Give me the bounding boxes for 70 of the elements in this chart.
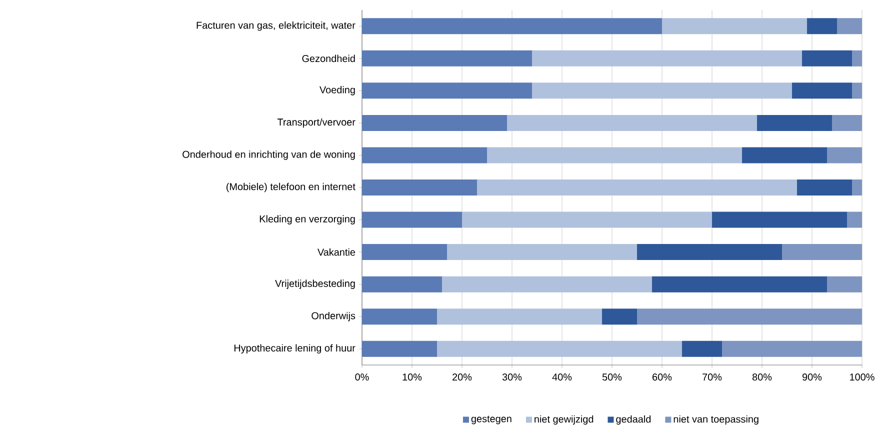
bar bbox=[837, 18, 862, 34]
x-tick-label: 100% bbox=[850, 374, 874, 381]
legend-label: niet gewijzigd bbox=[534, 415, 594, 425]
y-tick-label: Kleding en verzorging bbox=[260, 215, 355, 224]
bar bbox=[602, 308, 638, 325]
x-tick-label: 70% bbox=[702, 374, 722, 381]
bar bbox=[532, 82, 792, 99]
legend-label: gedaald bbox=[616, 415, 651, 425]
bar bbox=[637, 308, 862, 325]
bar bbox=[442, 276, 652, 292]
bar bbox=[437, 340, 682, 357]
bar bbox=[362, 114, 508, 131]
bar bbox=[852, 180, 862, 196]
bar bbox=[532, 50, 802, 66]
y-tick-label: (Mobiele) telefoon en internet bbox=[226, 182, 356, 192]
bar bbox=[362, 18, 662, 34]
y-tick-label: Transport/vervoer bbox=[277, 118, 356, 128]
y-tick-label: Vakantie bbox=[318, 248, 356, 256]
bar bbox=[712, 212, 848, 228]
x-tick-label: 30% bbox=[502, 374, 522, 381]
bar bbox=[487, 147, 742, 164]
bar bbox=[477, 180, 798, 196]
bar bbox=[832, 114, 862, 131]
bar bbox=[362, 212, 462, 228]
x-tick-label: 90% bbox=[802, 374, 822, 381]
legend-label: niet van toepassing bbox=[674, 415, 758, 425]
bar bbox=[662, 18, 808, 34]
bar bbox=[362, 244, 448, 260]
x-tick-label: 0% bbox=[355, 374, 369, 381]
bar bbox=[447, 244, 638, 260]
y-tick-label: Voeding bbox=[320, 86, 355, 96]
x-tick-label: 60% bbox=[652, 374, 672, 381]
bar bbox=[362, 50, 532, 66]
bar bbox=[682, 340, 722, 357]
y-tick-label: Vrijetijdsbesteding bbox=[275, 280, 355, 289]
x-tick-label: 40% bbox=[552, 374, 572, 381]
bar bbox=[802, 50, 852, 66]
bar bbox=[722, 340, 862, 357]
bar bbox=[362, 340, 438, 357]
bar bbox=[852, 50, 862, 66]
bar bbox=[847, 212, 862, 228]
bar bbox=[757, 114, 832, 131]
x-tick-label: 10% bbox=[402, 374, 422, 381]
bar bbox=[362, 276, 442, 292]
bar bbox=[797, 180, 852, 196]
bar bbox=[462, 212, 712, 228]
legend-label: gestegen bbox=[471, 416, 512, 424]
bar bbox=[852, 82, 862, 99]
bar bbox=[437, 308, 602, 325]
bar bbox=[507, 114, 758, 131]
bar bbox=[742, 147, 828, 164]
bar bbox=[362, 308, 438, 325]
x-tick-label: 20% bbox=[452, 374, 472, 381]
bar bbox=[637, 244, 782, 260]
bar bbox=[827, 276, 862, 292]
x-tick-label: 80% bbox=[752, 374, 772, 381]
y-tick-label: Facturen van gas, elektriciteit, water bbox=[196, 21, 356, 31]
x-tick-label: 50% bbox=[602, 374, 622, 381]
y-tick-label: Hypothecaire lening of huur bbox=[234, 344, 356, 354]
bar bbox=[792, 82, 852, 99]
bar bbox=[362, 82, 532, 99]
bar bbox=[807, 18, 838, 34]
y-tick-label: Onderwijs bbox=[312, 312, 356, 322]
bar bbox=[652, 276, 828, 292]
y-tick-label: Onderhoud en inrichting van de woning bbox=[182, 150, 355, 160]
bar bbox=[362, 180, 478, 196]
bar bbox=[827, 147, 862, 164]
y-tick-label: Gezondheid bbox=[302, 54, 355, 62]
bar bbox=[782, 244, 862, 260]
bar bbox=[362, 147, 488, 164]
